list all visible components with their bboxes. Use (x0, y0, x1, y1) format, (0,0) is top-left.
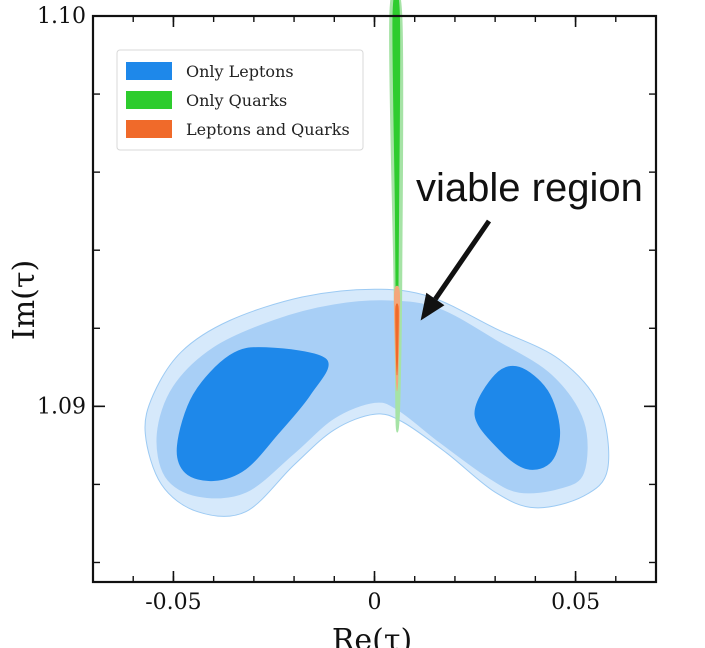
legend-label-leptons-and-quarks: Leptons and Quarks (186, 120, 350, 139)
only-leptons-region-inner-right (474, 365, 561, 470)
legend-swatch-only-quarks (126, 91, 172, 109)
legend-swatch-leptons-and-quarks (126, 120, 172, 138)
y-axis-label: Im(τ) (7, 260, 42, 340)
x-tick-label: -0.05 (145, 590, 201, 615)
y-tick-label: 1.10 (37, 4, 86, 29)
x-tick-label: 0.05 (551, 590, 600, 615)
legend-swatch-only-leptons (126, 62, 172, 80)
annotation-arrow-shaft (433, 219, 492, 301)
legend-label-only-quarks: Only Quarks (186, 91, 287, 110)
annotation: viable region (416, 166, 643, 321)
y-tick-label: 1.09 (37, 394, 86, 419)
x-tick-label: 0 (368, 590, 382, 615)
annotation-text: viable region (416, 166, 643, 210)
legend-box (116, 49, 364, 151)
axis-ticks: -0.05 0 0.05 1.09 1.10 (37, 4, 657, 615)
contour-regions (144, 0, 610, 517)
legend: Only Leptons Only Quarks Leptons and Quark… (116, 49, 364, 151)
leptons-and-quarks-region-inner (395, 303, 399, 376)
legend-label-only-leptons: Only Leptons (186, 62, 294, 81)
x-axis-label: Re(τ) (332, 623, 412, 648)
only-leptons-region-inner-left (176, 347, 329, 482)
annotation-arrow-head (420, 292, 445, 321)
